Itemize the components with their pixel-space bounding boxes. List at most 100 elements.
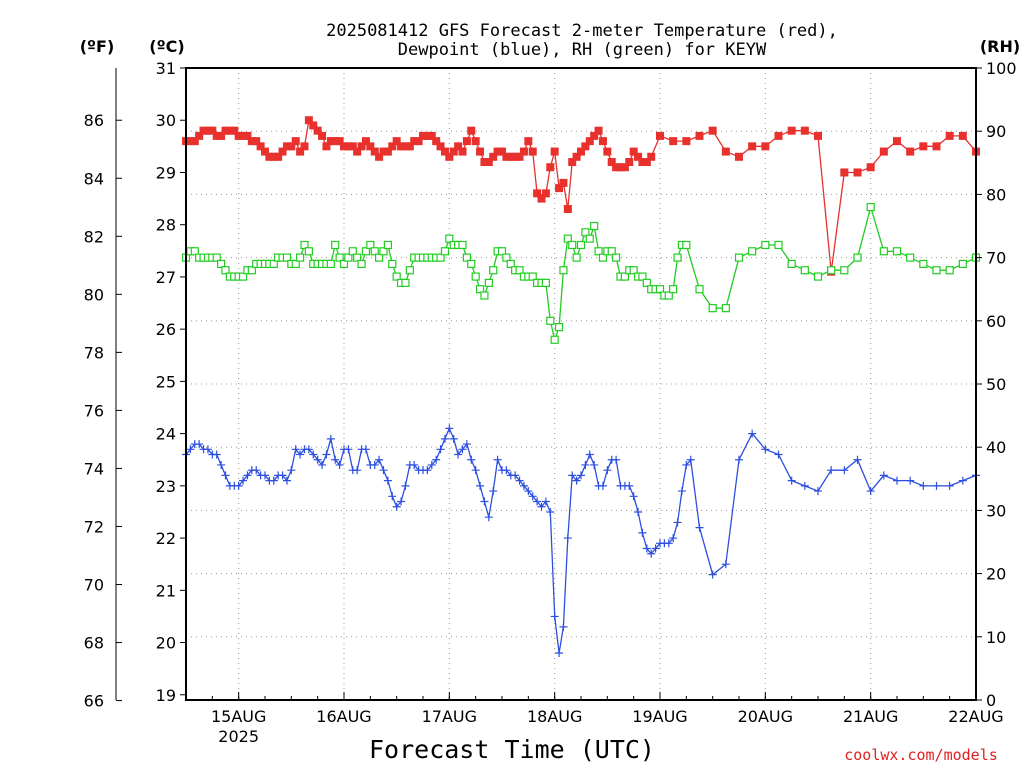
temperature-point xyxy=(735,152,743,161)
temperature-point xyxy=(958,131,967,140)
temperature-point xyxy=(436,142,445,151)
rh-point xyxy=(568,240,577,250)
dewpoint-point xyxy=(550,612,559,621)
rh-point xyxy=(734,253,744,262)
temperature-point xyxy=(379,147,388,156)
dewpoint-point xyxy=(440,434,449,443)
temperature-point xyxy=(708,126,717,135)
dewpoint-point xyxy=(577,471,585,480)
temperature-point xyxy=(533,189,542,198)
rh-point xyxy=(375,253,384,262)
fahrenheit-tick-label: 86 xyxy=(84,111,104,130)
temperature-point xyxy=(787,126,796,135)
dewpoint-point xyxy=(677,487,686,496)
rh-point xyxy=(827,266,836,275)
rh-point xyxy=(528,272,537,281)
x-tick-label: 22AUG xyxy=(948,707,1003,726)
dewpoint-point xyxy=(664,539,673,548)
dewpoint-point xyxy=(568,471,577,480)
rh-point xyxy=(906,253,915,262)
dewpoint-point xyxy=(269,476,278,485)
rh-tick-label: 50 xyxy=(986,375,1006,394)
temperature-point xyxy=(467,126,476,135)
celsius-tick-label: 23 xyxy=(156,477,176,496)
dewpoint-line xyxy=(185,426,977,654)
rh-series xyxy=(181,202,981,344)
dewpoint-point xyxy=(893,476,901,485)
dewpoint-point xyxy=(708,570,717,579)
dewpoint-point xyxy=(326,434,335,443)
rh-point xyxy=(379,247,388,256)
temperature-point xyxy=(669,137,678,146)
dewpoint-point xyxy=(721,560,730,569)
rh-point xyxy=(620,272,629,281)
celsius-unit-label: (ºC) xyxy=(149,37,184,56)
celsius-tick-label: 30 xyxy=(156,111,176,130)
rh-point xyxy=(607,247,616,256)
rh-point xyxy=(761,240,770,250)
dewpoint-point xyxy=(515,476,524,485)
temperature-point xyxy=(239,131,248,140)
rh-point xyxy=(695,285,704,294)
dewpoint-point xyxy=(800,481,809,490)
rh-point xyxy=(480,291,489,300)
temperature-point xyxy=(287,142,296,151)
rh-point xyxy=(664,291,673,300)
dewpoint-point xyxy=(397,497,406,506)
rh-point xyxy=(462,253,471,262)
rh-point xyxy=(440,247,450,256)
temperature-point xyxy=(616,163,625,172)
temperature-point xyxy=(256,142,265,151)
fahrenheit-unit-label: (ºF) xyxy=(80,37,115,56)
rh-point xyxy=(497,247,507,256)
rh-point xyxy=(932,266,941,275)
temperature-point xyxy=(440,147,449,156)
dewpoint-point xyxy=(581,460,590,469)
rh-point xyxy=(682,240,691,250)
temperature-point xyxy=(594,126,603,135)
dewpoint-point xyxy=(555,648,564,657)
dewpoint-point xyxy=(480,497,489,506)
dewpoint-point xyxy=(572,476,581,485)
dewpoint-point xyxy=(945,481,954,490)
dewpoint-point xyxy=(787,476,796,485)
temperature-point xyxy=(414,137,423,146)
temperature-point xyxy=(524,137,533,146)
dewpoint-point xyxy=(774,450,783,459)
temperature-point xyxy=(568,158,577,167)
rh-point xyxy=(669,285,678,294)
x-tick-label: 16AUG xyxy=(316,707,371,726)
dewpoint-point xyxy=(603,466,612,475)
temperature-point xyxy=(774,131,783,140)
dewpoint-point xyxy=(695,523,704,532)
temperature-point xyxy=(638,158,647,167)
temperature-point xyxy=(212,131,221,140)
rh-point xyxy=(348,247,357,256)
dewpoint-point xyxy=(423,466,432,475)
dewpoint-point xyxy=(651,544,660,553)
rh-tick-label: 60 xyxy=(986,312,1006,331)
temperature-point xyxy=(458,147,467,156)
temperature-point xyxy=(309,121,318,130)
rh-point xyxy=(326,259,335,269)
credit-link[interactable]: coolwx.com/models xyxy=(844,746,998,764)
dewpoint-point xyxy=(537,502,546,511)
rh-point xyxy=(489,266,498,275)
temperature-point xyxy=(340,142,348,151)
dewpoint-point xyxy=(647,549,656,558)
dewpoint-point xyxy=(840,466,849,475)
rh-point xyxy=(335,253,344,262)
dewpoint-point xyxy=(335,460,344,469)
rh-point xyxy=(541,278,550,287)
celsius-tick-label: 31 xyxy=(156,59,176,78)
dewpoint-point xyxy=(502,466,511,475)
rh-point xyxy=(550,335,559,344)
rh-point xyxy=(598,253,608,262)
rh-point xyxy=(458,240,467,250)
dewpoint-point xyxy=(638,528,647,537)
rh-point xyxy=(559,266,568,275)
temperature-point xyxy=(603,147,612,156)
dewpoint-point xyxy=(454,450,463,459)
temperature-point xyxy=(695,131,704,140)
rh-point xyxy=(708,304,717,313)
